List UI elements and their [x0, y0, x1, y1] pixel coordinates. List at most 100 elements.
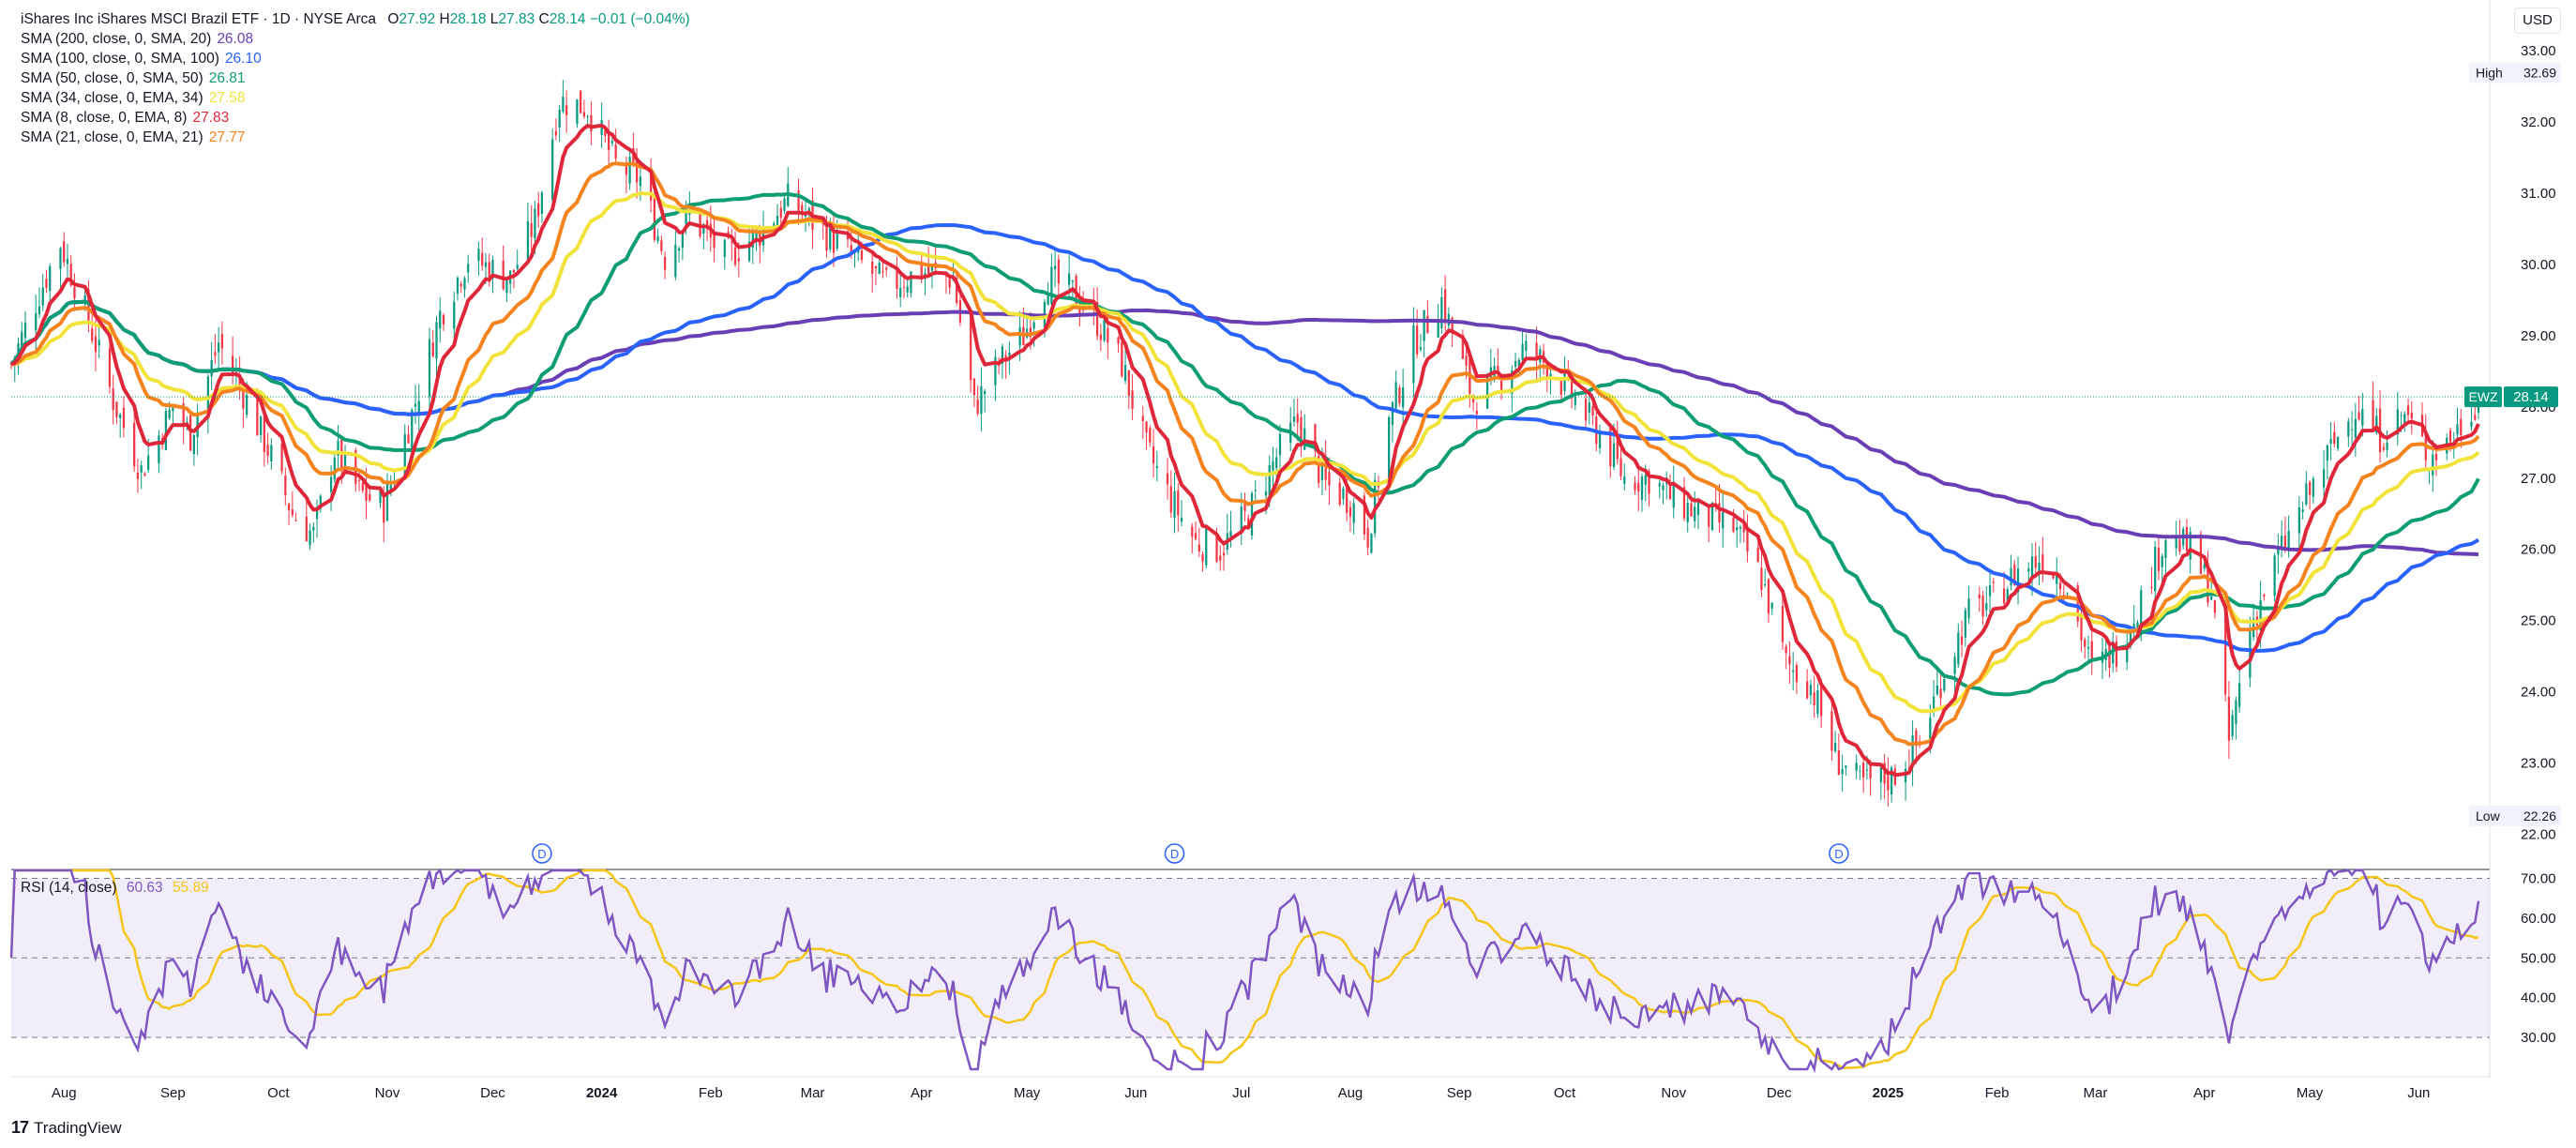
candle-body	[1177, 490, 1180, 516]
candle-body	[639, 176, 641, 187]
indicator-row[interactable]: SMA (100, close, 0, SMA, 100) 26.10	[21, 49, 690, 68]
candle-body	[516, 264, 519, 269]
candle-body	[2154, 546, 2157, 592]
candle-body	[1911, 735, 1914, 767]
candle-body	[625, 162, 628, 175]
candle-body	[1423, 310, 1425, 341]
candle-body	[1145, 421, 1148, 433]
last-price-label: 28.14	[2513, 389, 2549, 405]
currency-badge[interactable]: USD	[2514, 8, 2561, 34]
candle-body	[2403, 414, 2406, 424]
candle-body	[663, 256, 667, 270]
indicator-row[interactable]: SMA (34, close, 0, EMA, 34) 27.58	[21, 88, 690, 108]
candle-body	[1173, 491, 1176, 519]
candle-body	[242, 387, 245, 409]
dividend-mark[interactable]: D	[532, 843, 552, 864]
symbol-header[interactable]: iShares Inc iShares MSCI Brazil ETF · 1D…	[21, 9, 690, 29]
candle-body	[970, 314, 972, 381]
candle-body	[442, 315, 445, 325]
candle-body	[1194, 533, 1198, 539]
candle-body	[747, 241, 751, 261]
tradingview-logo[interactable]: 17 TradingView	[11, 1118, 122, 1138]
rsi-legend[interactable]: RSI (14, close) 60.63 55.89	[21, 880, 209, 897]
candle-body	[1978, 594, 1981, 598]
rsi-tick-label: 40.00	[2521, 990, 2556, 1006]
candle-body	[417, 400, 420, 414]
candle-body	[1240, 506, 1243, 535]
indicator-value: 27.77	[208, 129, 246, 145]
candle-body	[1303, 428, 1306, 450]
candle-body	[705, 219, 709, 229]
indicator-label: SMA (50, close, 0, SMA, 50)	[21, 70, 203, 86]
candle-body	[1957, 632, 1960, 665]
candle-body	[2016, 568, 2020, 593]
indicator-row[interactable]: SMA (21, close, 0, EMA, 21) 27.77	[21, 128, 690, 147]
candle-body	[1820, 685, 1823, 717]
candle-body	[1300, 416, 1303, 445]
candle-body	[2164, 539, 2167, 559]
candle-body	[49, 265, 52, 292]
candle-body	[2132, 624, 2135, 630]
candle-body	[1053, 265, 1057, 270]
candle-body	[453, 301, 456, 329]
candle-body	[1219, 555, 1222, 561]
candle-body	[1813, 692, 1815, 706]
candle-body	[681, 233, 684, 249]
candle-body	[140, 465, 143, 473]
indicator-row[interactable]: SMA (8, close, 0, EMA, 8) 27.83	[21, 108, 690, 128]
candle-body	[1792, 670, 1795, 672]
candle-body	[217, 342, 220, 353]
candle-body	[17, 342, 20, 359]
candle-body	[192, 434, 196, 454]
indicator-row[interactable]: SMA (50, close, 0, SMA, 50) 26.81	[21, 68, 690, 88]
candle-body	[1363, 495, 1366, 535]
rsi-tick-label: 30.00	[2521, 1030, 2556, 1046]
candle-body	[1887, 776, 1890, 791]
candle-body	[1574, 397, 1576, 405]
candle-body	[1121, 341, 1123, 377]
price-tick-label: 27.00	[2521, 471, 2556, 487]
candles	[9, 80, 2480, 807]
candle-body	[343, 451, 347, 468]
candle-body	[1514, 360, 1517, 367]
candle-body	[23, 322, 27, 339]
candle-body	[610, 141, 614, 144]
candle-body	[2006, 589, 2009, 604]
candle-body	[1634, 482, 1636, 491]
candle-body	[2175, 535, 2177, 549]
candle-body	[463, 278, 466, 290]
candle-body	[779, 207, 782, 219]
time-tick-label: Apr	[911, 1085, 932, 1101]
dividend-circle	[1164, 843, 1185, 864]
candle-body	[2287, 530, 2290, 548]
candle-body	[481, 252, 484, 266]
candle-body	[2034, 556, 2037, 568]
candle-body	[1324, 459, 1327, 480]
candle-body	[832, 227, 836, 253]
price-tick-label: 26.00	[2521, 542, 2556, 558]
candle-body	[333, 457, 336, 480]
candle-body	[1067, 273, 1071, 285]
candle-body	[2297, 507, 2300, 534]
time-tick-label: May	[2297, 1085, 2324, 1101]
candle-body	[2312, 478, 2314, 497]
time-tick-label: Sep	[160, 1085, 186, 1101]
candle-body	[590, 114, 593, 132]
ema-21-line	[10, 161, 2480, 747]
indicator-label: SMA (8, close, 0, EMA, 8)	[21, 110, 188, 126]
candle-body	[586, 116, 589, 118]
candle-body	[635, 159, 639, 183]
candle-body	[1437, 322, 1439, 339]
indicator-row[interactable]: SMA (200, close, 0, SMA, 20) 26.08	[21, 29, 690, 49]
time-tick-label: May	[1014, 1085, 1041, 1101]
candle-body	[885, 267, 888, 270]
candle-body	[2150, 586, 2153, 588]
candle-body	[1215, 534, 1218, 563]
dividend-mark[interactable]: D	[1164, 843, 1185, 864]
candle-body	[1149, 428, 1152, 443]
dividend-mark[interactable]: D	[1829, 843, 1849, 864]
candle-body	[723, 240, 726, 257]
candle-body	[807, 207, 810, 212]
candle-body	[245, 395, 249, 415]
